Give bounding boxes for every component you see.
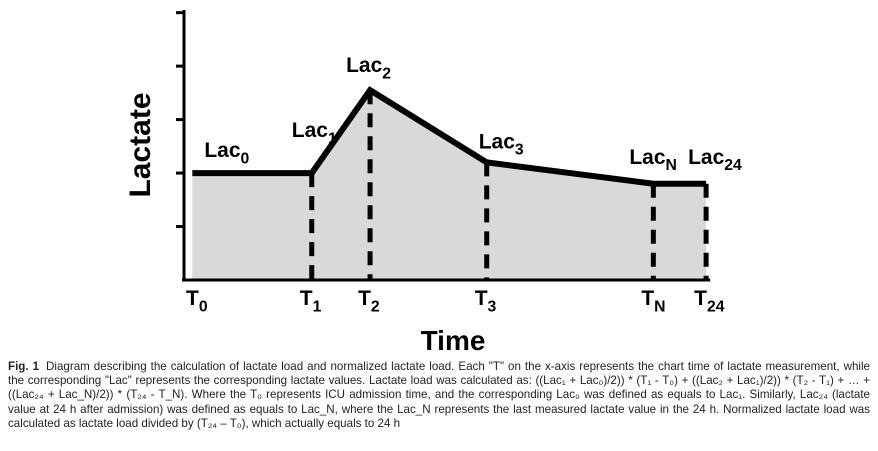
point-label-lac-24: Lac24 [688,146,742,174]
y-axis-label: Lactate [124,92,157,197]
vertical-dashed-lines [309,90,709,280]
x-tick-label-t-0: T0 [186,287,208,315]
x-tick-labels: T0 T1 T2 T3 TN T24 [186,287,725,315]
point-label-lac-N: LacN [629,146,677,174]
point-label-lac-0: Lac0 [204,139,249,167]
caption-text: Diagram describing the calculation of la… [8,360,870,430]
point-label-lac-1: Lac1 [292,119,337,147]
figure-label: Fig. 1 [8,360,40,373]
x-tick-label-t-1: T1 [300,287,322,315]
x-tick-label-t-2: T2 [358,287,380,315]
x-axis-label: Time [421,325,486,356]
lactate-curve-line [192,86,707,187]
lactate-area-fill [192,90,707,280]
lactate-point-labels: Lac0 Lac1 Lac2 Lac3 LacN Lac24 [204,54,742,174]
x-tick-label-t-3: T3 [475,287,497,315]
y-axis-ticks [176,11,184,229]
x-tick-label-t-N: TN [641,287,665,315]
point-label-lac-3: Lac3 [479,130,524,158]
figure-caption: Fig. 1 Diagram describing the calculatio… [8,360,870,431]
x-tick-label-t-24: T24 [694,287,725,315]
point-label-lac-2: Lac2 [346,54,391,82]
